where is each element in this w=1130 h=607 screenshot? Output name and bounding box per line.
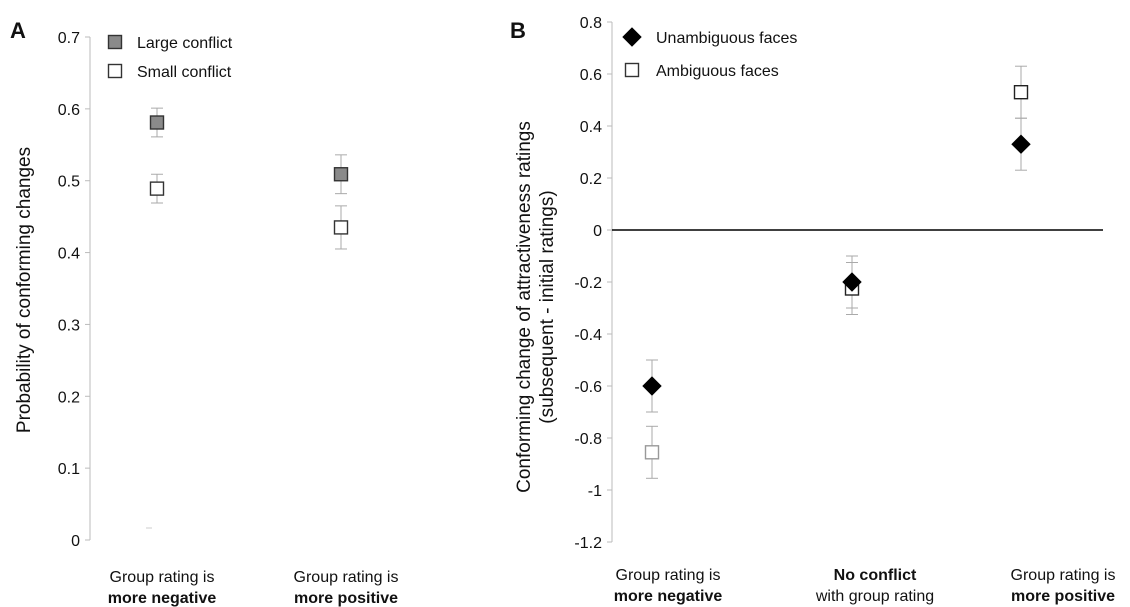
panel-a-point bbox=[333, 220, 349, 235]
panel-a-y-tick-label: 0.3 bbox=[58, 317, 80, 334]
panel-b-point bbox=[842, 272, 862, 292]
panel-a-y-tick-label: 0.5 bbox=[58, 174, 80, 191]
panel-b: B Conforming change of attractiveness ra… bbox=[510, 15, 1115, 605]
panel-a-point bbox=[333, 167, 349, 182]
panel-a-label: A bbox=[10, 18, 26, 43]
panel-b-y-tick-label: 0.8 bbox=[580, 15, 602, 32]
panel-b-y-ticks: 0.8 0.6 0.4 0.2 0 -0.2 -0.4 -0.6 -0.8 -1 -1.2 bbox=[574, 15, 1103, 552]
panel-b-legend-label: Ambiguous faces bbox=[656, 63, 779, 80]
panel-a-y-tick-label: 0.6 bbox=[58, 102, 80, 119]
panel-a-legend-label: Small conflict bbox=[137, 64, 232, 81]
panel-a-legend: Large conflict Small conflict bbox=[107, 34, 233, 81]
panel-b-label: B bbox=[510, 18, 526, 43]
panel-a-y-tick-label: 0 bbox=[71, 533, 80, 550]
panel-b-point bbox=[644, 445, 660, 460]
panel-b-y-tick-label: 0.6 bbox=[580, 67, 602, 84]
panel-a-legend-swatch bbox=[107, 63, 123, 79]
panel-a-category-label-line2: more positive bbox=[294, 590, 398, 607]
panel-b-categories: Group rating is more negative No conflict w… bbox=[614, 567, 1116, 605]
panel-a-y-tick-label: 0.2 bbox=[58, 389, 80, 406]
panel-a-point bbox=[149, 115, 165, 130]
panel-b-y-axis-label-line1: Conforming change of attractiveness rati… bbox=[514, 121, 535, 493]
panel-b-point bbox=[1013, 84, 1029, 100]
panel-a-y-ticks: 0 0.1 0.2 0.3 0.4 0.5 0.6 0.7 bbox=[58, 30, 90, 550]
panel-b-category-label-line2: more positive bbox=[1011, 588, 1115, 605]
panel-b-marks bbox=[642, 65, 1031, 479]
panel-b-y-axis-label-line2: (subsequent - initial ratings) bbox=[537, 190, 558, 423]
panel-a-categories: Group rating is more negative Group rating… bbox=[108, 569, 399, 607]
panel-a-y-tick-label: 0.7 bbox=[58, 30, 80, 47]
panel-b-point bbox=[1011, 134, 1031, 154]
panel-b-category-label-line2: with group rating bbox=[815, 588, 934, 605]
panel-b-y-tick-label: -0.8 bbox=[574, 431, 602, 448]
panel-b-y-tick-label: 0.4 bbox=[580, 119, 602, 136]
panel-a-y-tick-label: 0.4 bbox=[58, 246, 80, 263]
panel-b-y-tick-label: -0.2 bbox=[574, 275, 602, 292]
panel-b-y-tick-label: -1 bbox=[588, 483, 602, 500]
panel-a-y-axis-label: Probability of conforming changes bbox=[14, 147, 35, 433]
panel-a-legend-swatch bbox=[107, 34, 123, 50]
panel-b-category-label-line1: Group rating is bbox=[1011, 567, 1116, 584]
panel-a-y-tick-label: 0.1 bbox=[58, 461, 80, 478]
panel-b-legend: Unambiguous faces Ambiguous faces bbox=[622, 27, 797, 80]
panel-a-legend-label: Large conflict bbox=[137, 35, 233, 52]
panel-b-category-label-line1: No conflict bbox=[834, 567, 917, 584]
panel-b-legend-swatch bbox=[622, 27, 642, 47]
panel-b-category-label-line1: Group rating is bbox=[616, 567, 721, 584]
panel-a-category-label-line1: Group rating is bbox=[294, 569, 399, 586]
panel-b-y-tick-label: -0.6 bbox=[574, 379, 602, 396]
panel-a: A Probability of conforming changes 0 0.1… bbox=[10, 18, 398, 607]
panel-a-category-label-line1: Group rating is bbox=[110, 569, 215, 586]
panel-a-point bbox=[149, 181, 165, 196]
panel-a-category-label-line2: more negative bbox=[108, 590, 217, 607]
panel-b-category-label-line2: more negative bbox=[614, 588, 723, 605]
panel-b-y-tick-label: 0 bbox=[593, 223, 602, 240]
panel-b-legend-swatch bbox=[624, 62, 640, 78]
panel-b-legend-label: Unambiguous faces bbox=[656, 30, 797, 47]
panel-b-y-tick-label: 0.2 bbox=[580, 171, 602, 188]
panel-b-y-tick-label: -0.4 bbox=[574, 327, 602, 344]
panel-a-marks bbox=[146, 107, 349, 529]
panel-b-point bbox=[642, 376, 662, 396]
panel-b-y-tick-label: -1.2 bbox=[574, 535, 602, 552]
